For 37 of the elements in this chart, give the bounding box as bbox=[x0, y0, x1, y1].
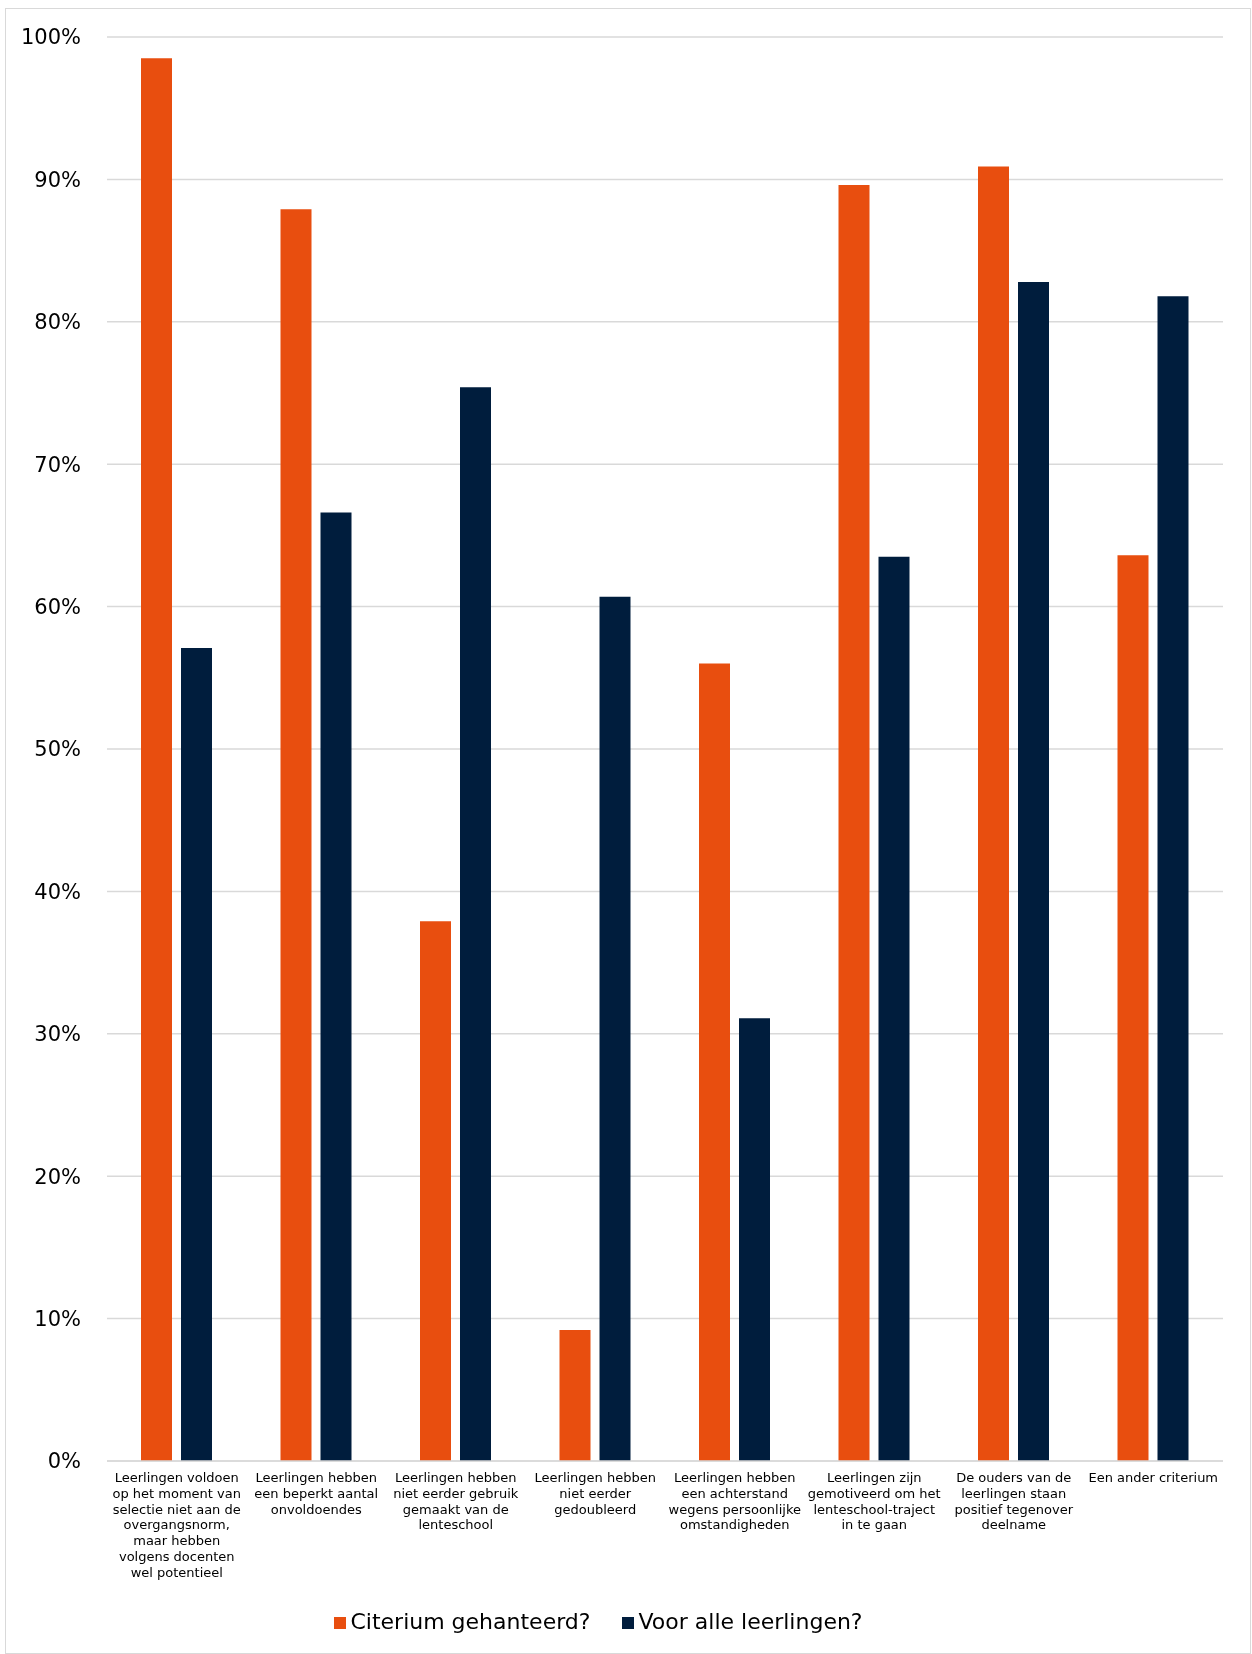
bar bbox=[420, 921, 451, 1461]
y-tick-label: 100% bbox=[20, 25, 81, 50]
y-tick-label: 20% bbox=[34, 1164, 81, 1189]
bar bbox=[1117, 555, 1149, 1461]
y-tick-label: 10% bbox=[34, 1307, 81, 1332]
bar bbox=[320, 512, 352, 1461]
x-tick-label: Leerlingen hebben een beperkt aantal onvoldoendes bbox=[254, 1470, 379, 1517]
bar bbox=[739, 1018, 770, 1461]
bar bbox=[699, 663, 730, 1461]
y-tick-label: 30% bbox=[34, 1022, 81, 1047]
y-tick-label: 60% bbox=[34, 595, 81, 620]
y-tick-label: 40% bbox=[34, 879, 81, 904]
y-tick-label: 90% bbox=[34, 167, 81, 192]
bar bbox=[280, 209, 312, 1461]
bar bbox=[838, 185, 870, 1461]
x-tick-label: Leerlingen hebben een achterstand wegens persoonlijke omstandigheden bbox=[668, 1470, 801, 1533]
y-tick-label: 70% bbox=[34, 452, 81, 477]
bar bbox=[141, 58, 172, 1461]
bar bbox=[599, 596, 631, 1461]
legend-label: Voor alle leerlingen? bbox=[638, 1609, 863, 1634]
bar bbox=[1018, 281, 1049, 1461]
bar bbox=[878, 556, 910, 1461]
bar bbox=[181, 647, 212, 1461]
x-tick-label: Leerlingen hebben niet eerder gebruik gemaakt van de lenteschool bbox=[393, 1470, 519, 1533]
bar bbox=[1157, 296, 1189, 1461]
x-tick-label: Leerlingen voldoen op het moment van selectie niet aan de overgangsnorm, maar hebben volgens docenten wel potentieel bbox=[112, 1470, 241, 1580]
x-tick-label: De ouders van de leerlingen staan positief tegenover deelname bbox=[954, 1470, 1074, 1533]
y-tick-label: 50% bbox=[34, 737, 81, 762]
y-tick-label: 80% bbox=[34, 310, 81, 335]
legend-label: Citerium gehanteerd? bbox=[350, 1609, 591, 1634]
bar bbox=[460, 387, 491, 1461]
bar bbox=[559, 1329, 591, 1461]
x-tick-label: Leerlingen zijn gemotiveerd om het lenteschool-traject in te gaan bbox=[807, 1470, 941, 1533]
x-tick-label: Een ander criterium bbox=[1088, 1470, 1219, 1485]
x-tick-label: Leerlingen hebben niet eerder gedoubleerd bbox=[534, 1470, 656, 1517]
bar bbox=[978, 166, 1009, 1461]
y-tick-label: 0% bbox=[47, 1449, 81, 1474]
